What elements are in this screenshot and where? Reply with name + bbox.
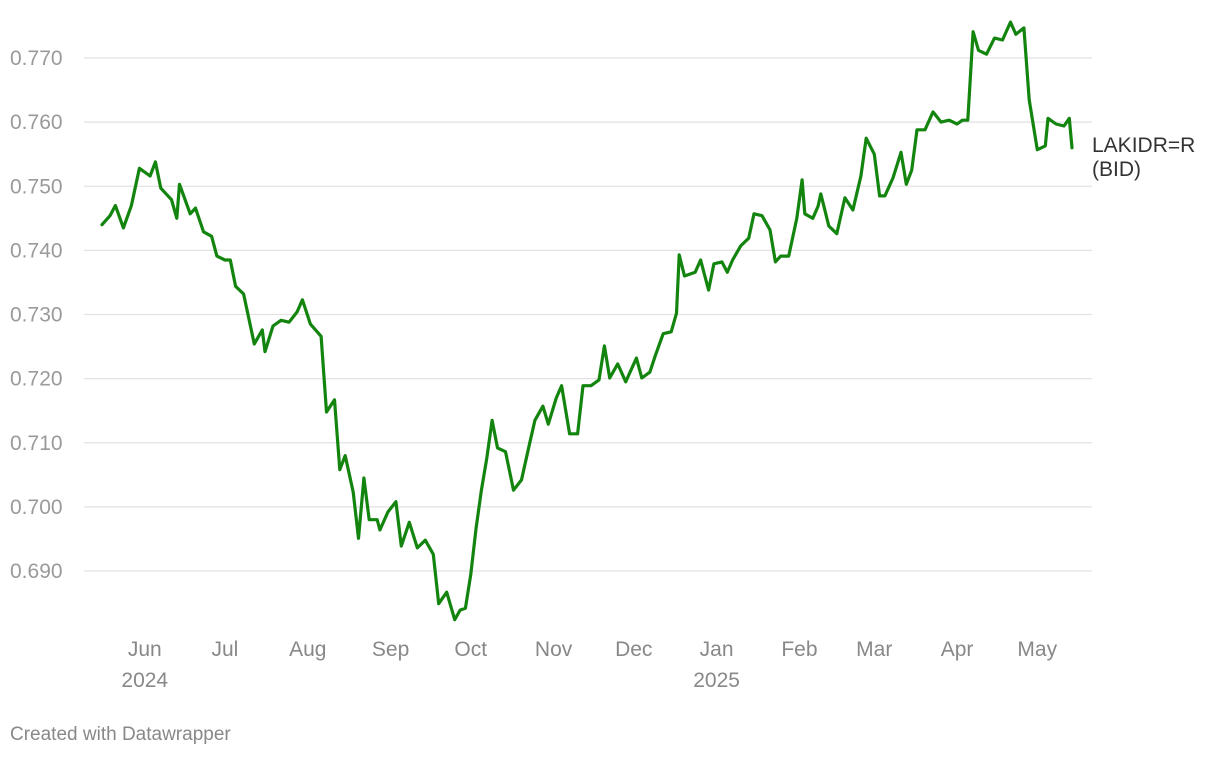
y-tick-label: 0.720 [10, 368, 63, 391]
x-tick-label: Sep [372, 638, 409, 661]
x-tick-label: Dec [615, 638, 652, 661]
x-tick-label: May [1017, 638, 1057, 661]
x-tick-label: Oct [454, 638, 487, 661]
x-tick-label: Feb [781, 638, 817, 661]
y-tick-label: 0.770 [10, 47, 63, 70]
y-tick-label: 0.710 [10, 432, 63, 455]
y-tick-label: 0.760 [10, 111, 63, 134]
x-tick-label: Nov [535, 638, 573, 661]
line [100, 20, 1074, 622]
x-tick-label: Jan [700, 638, 734, 661]
x-tick-year: 2025 [693, 669, 740, 692]
x-tick-label: Apr [941, 638, 974, 661]
x-tick-year: 2024 [121, 669, 168, 692]
x-tick-label: Aug [289, 638, 326, 661]
y-tick-label: 0.750 [10, 175, 63, 198]
x-tick-label: Mar [856, 638, 892, 661]
y-tick-label: 0.730 [10, 304, 63, 327]
x-tick-label: Jul [211, 638, 238, 661]
series-label: LAKIDR=R (BID) [1092, 134, 1196, 181]
footer: Created with Datawrapper [10, 724, 231, 745]
y-tick-label: 0.740 [10, 239, 63, 262]
y-tick-label: 0.700 [10, 496, 63, 519]
x-tick-label: Jun [128, 638, 162, 661]
y-tick-label: 0.690 [10, 560, 63, 583]
